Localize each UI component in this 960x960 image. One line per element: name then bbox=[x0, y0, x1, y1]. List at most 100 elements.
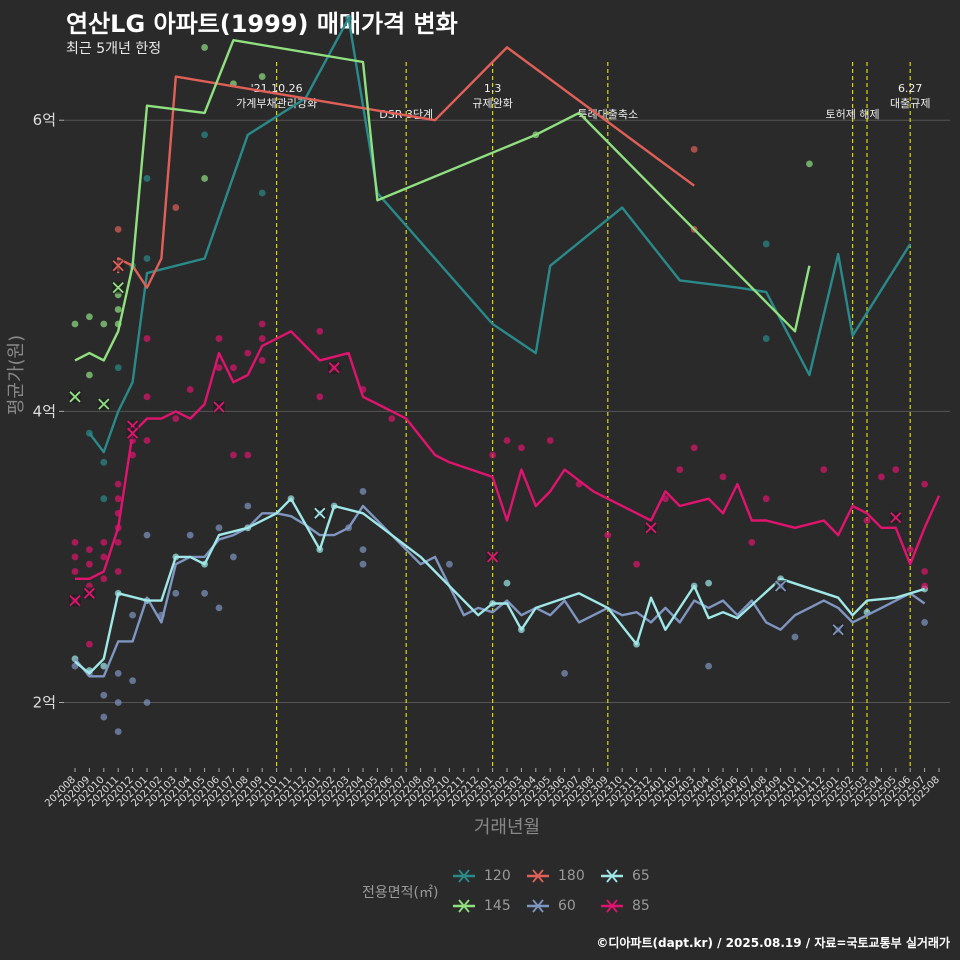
legend-item-180: 180 bbox=[526, 864, 585, 888]
cross-marker-glyph bbox=[314, 507, 326, 519]
data-point-85 bbox=[172, 415, 180, 423]
data-point-85 bbox=[86, 640, 93, 648]
legend-label: 180 bbox=[558, 868, 585, 884]
data-point-85 bbox=[86, 560, 93, 568]
data-point-85 bbox=[143, 393, 151, 401]
data-point-85 bbox=[503, 437, 511, 444]
data-point-85 bbox=[258, 357, 266, 364]
data-point-60 bbox=[172, 589, 180, 597]
data-point-85 bbox=[230, 451, 237, 459]
event-label: 가계부채관리강화 bbox=[236, 97, 317, 110]
data-point-60 bbox=[114, 699, 122, 706]
data-point-120 bbox=[143, 175, 151, 182]
cross-marker-85 bbox=[213, 400, 225, 413]
legend-label: 60 bbox=[558, 898, 576, 914]
data-point-85 bbox=[230, 364, 237, 372]
data-point-85 bbox=[114, 495, 122, 503]
data-point-145 bbox=[71, 320, 79, 328]
data-point-145 bbox=[201, 175, 209, 182]
cross-marker-85 bbox=[69, 594, 81, 607]
data-point-60 bbox=[129, 677, 137, 685]
cross-marker-85 bbox=[328, 361, 341, 374]
data-point-85 bbox=[100, 553, 108, 561]
cross-marker-glyph bbox=[83, 587, 96, 599]
data-point-60 bbox=[359, 560, 367, 568]
series-line-65 bbox=[74, 497, 925, 675]
data-point-85 bbox=[114, 480, 122, 488]
event-label: 1.3 bbox=[484, 82, 502, 95]
data-point-85 bbox=[546, 437, 554, 444]
cross-marker-65 bbox=[313, 507, 326, 520]
legend-item-65: 65 bbox=[600, 864, 650, 888]
data-point-85 bbox=[878, 473, 885, 481]
legend-item-60: 60 bbox=[526, 894, 576, 918]
y-tick-label: 6억 bbox=[33, 111, 56, 129]
cross-marker-glyph bbox=[890, 511, 902, 524]
series-line-85 bbox=[75, 330, 941, 580]
cross-marker-glyph bbox=[213, 401, 225, 413]
data-point-85 bbox=[71, 553, 79, 561]
cross-marker-glyph bbox=[774, 580, 787, 592]
data-point-65 bbox=[705, 579, 712, 587]
data-point-145 bbox=[86, 371, 93, 379]
data-point-60 bbox=[244, 502, 252, 510]
y-axis-title: 평균가(원) bbox=[6, 335, 27, 415]
data-point-180 bbox=[172, 204, 180, 211]
cross-marker-85 bbox=[889, 511, 902, 524]
data-point-85 bbox=[71, 538, 79, 546]
data-point-85 bbox=[316, 327, 324, 335]
legend-label: 120 bbox=[484, 868, 511, 884]
data-point-60 bbox=[114, 669, 122, 677]
data-point-145 bbox=[201, 44, 209, 51]
legend-key-icon bbox=[453, 899, 475, 913]
series-line-120 bbox=[88, 17, 912, 454]
data-point-180 bbox=[114, 226, 122, 233]
data-point-60 bbox=[230, 553, 237, 561]
series-line-60 bbox=[74, 504, 926, 678]
data-point-60 bbox=[201, 589, 209, 597]
y-tick-label: 2억 bbox=[33, 693, 56, 711]
data-point-85 bbox=[690, 444, 698, 452]
data-point-60 bbox=[143, 699, 151, 706]
data-point-85 bbox=[143, 437, 151, 444]
data-point-85 bbox=[921, 582, 928, 590]
data-point-65 bbox=[100, 662, 108, 670]
data-point-85 bbox=[748, 538, 756, 546]
cross-marker-60 bbox=[832, 623, 845, 636]
data-point-65 bbox=[503, 579, 511, 587]
event-label: 규제완화 bbox=[472, 97, 512, 110]
data-point-145 bbox=[100, 320, 108, 328]
legend-key-icon bbox=[601, 869, 623, 883]
data-point-60 bbox=[215, 604, 223, 612]
data-point-120 bbox=[762, 240, 770, 248]
data-point-60 bbox=[100, 691, 108, 699]
event-label: 6.27 bbox=[898, 82, 923, 95]
data-point-85 bbox=[143, 335, 151, 342]
data-point-85 bbox=[921, 480, 928, 488]
data-point-85 bbox=[114, 568, 122, 575]
cross-marker-145 bbox=[112, 281, 125, 294]
data-point-85 bbox=[518, 444, 525, 452]
data-point-60 bbox=[143, 531, 151, 539]
data-point-85 bbox=[719, 473, 727, 481]
data-point-85 bbox=[100, 538, 108, 546]
cross-marker-glyph bbox=[69, 594, 81, 607]
cross-marker-glyph bbox=[112, 260, 124, 272]
data-point-85 bbox=[71, 568, 79, 575]
data-point-85 bbox=[676, 466, 684, 473]
data-point-85 bbox=[100, 575, 108, 583]
data-point-85 bbox=[892, 466, 900, 473]
data-point-145 bbox=[86, 313, 93, 321]
source-caption: ©디아파트(dapt.kr) / 2025.08.19 / 자료=국토교통부 실… bbox=[596, 936, 950, 950]
cross-marker-glyph bbox=[69, 391, 81, 403]
cross-marker-glyph bbox=[126, 427, 139, 439]
data-point-60 bbox=[129, 611, 137, 619]
chart-subtitle: 최근 5개년 한정 bbox=[66, 41, 162, 57]
legend-key-icon bbox=[453, 869, 475, 883]
data-point-120 bbox=[143, 255, 151, 262]
data-point-85 bbox=[215, 364, 223, 372]
cross-marker-glyph bbox=[98, 398, 110, 410]
cross-marker-85 bbox=[83, 587, 96, 600]
legend-item-145: 145 bbox=[452, 894, 511, 918]
